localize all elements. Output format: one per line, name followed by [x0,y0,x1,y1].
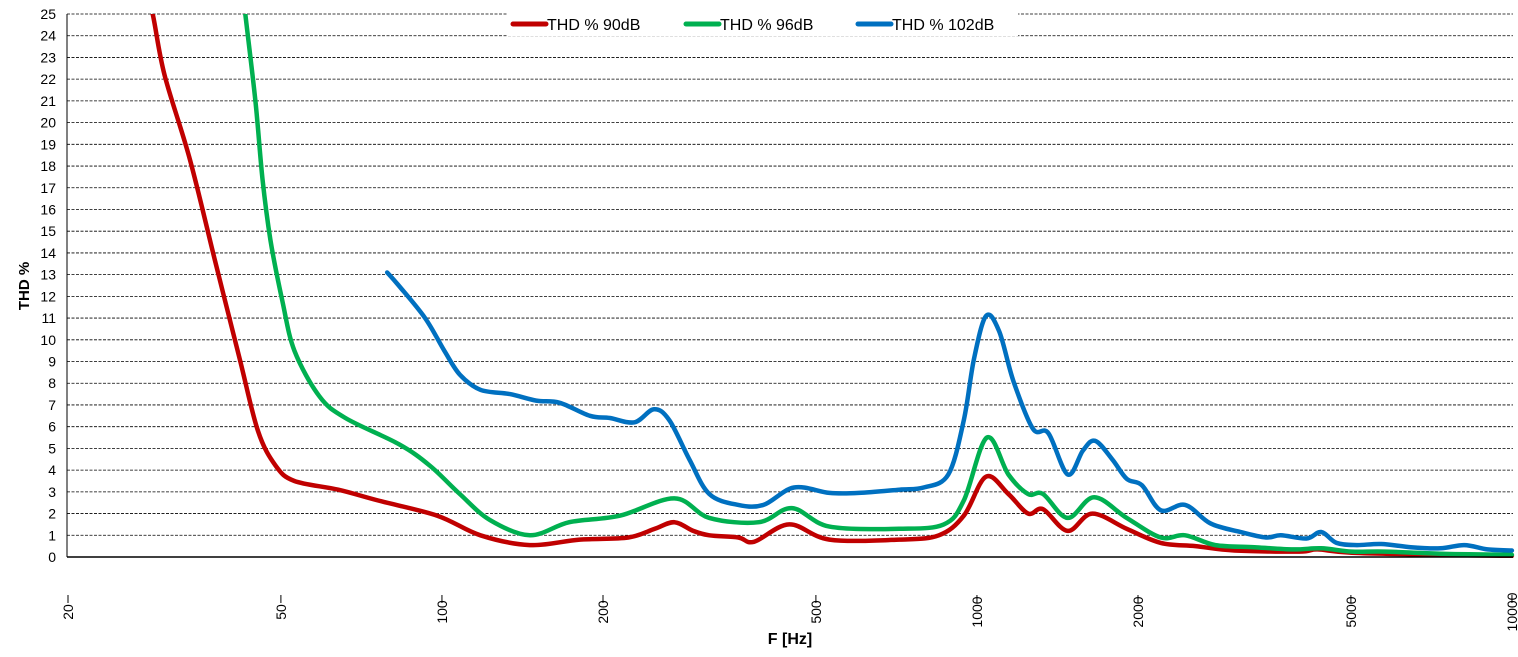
y-tick-label: 6 [48,419,56,435]
series-lines [150,14,1515,558]
y-tick-label: 1 [48,527,56,543]
y-tick-label: 22 [40,71,56,87]
x-tick-label: 1000 [969,596,985,627]
legend-label-2: THD % 96dB [720,17,813,34]
y-tick-label: 2 [48,506,56,522]
x-tick-label: 5000 [1343,596,1359,627]
y-tick-label: 12 [40,288,56,304]
x-tick-label: 20 [60,604,76,620]
y-tick-label: 11 [41,310,56,326]
y-tick-label: 14 [40,245,56,261]
y-tick-label: 8 [48,375,56,391]
x-tick-label: 100 [434,600,450,624]
x-tick-label: 2000 [1130,596,1146,627]
legend-background [508,12,1018,36]
y-tick-label: 0 [48,549,56,565]
y-tick-label: 17 [40,180,56,196]
x-axis-title: F [Hz] [768,631,812,648]
legend-label-1: THD % 90dB [547,17,640,34]
series-line-3 [384,270,1515,553]
y-tick-label: 5 [48,440,56,456]
y-tick-label: 20 [40,115,56,131]
y-tick-label: 21 [40,93,56,109]
y-tick-label: 18 [40,158,56,174]
y-tick-label: 23 [40,49,56,65]
x-tick-labels: 20 50 100 200 500 1000 2000 5000 10000 [60,592,1518,631]
y-tick-label: 15 [40,223,56,239]
grid [67,13,1513,536]
y-tick-label: 9 [48,354,56,370]
x-tick-label: 10000 [1504,592,1518,631]
legend: THD % 90dB THD % 96dB THD % 102dB [508,12,1018,36]
y-tick-labels: 0123456789101112131415161718192021222324… [40,6,56,565]
series-line-2 [243,14,1515,558]
y-tick-label: 4 [48,462,56,478]
y-tick-label: 7 [48,397,56,413]
series-line-1 [150,14,1515,558]
y-tick-label: 3 [48,484,56,500]
x-tick-label: 500 [808,600,824,624]
y-tick-label: 24 [40,28,56,44]
x-tick-label: 200 [595,600,611,624]
y-tick-label: 10 [40,332,56,348]
x-tick-label: 50 [273,604,289,620]
y-tick-label: 13 [40,267,56,283]
y-axis-title: THD % [16,262,33,310]
y-tick-label: 16 [40,201,56,217]
y-tick-label: 19 [40,136,56,152]
legend-label-3: THD % 102dB [892,17,994,34]
y-tick-label: 25 [40,6,56,22]
